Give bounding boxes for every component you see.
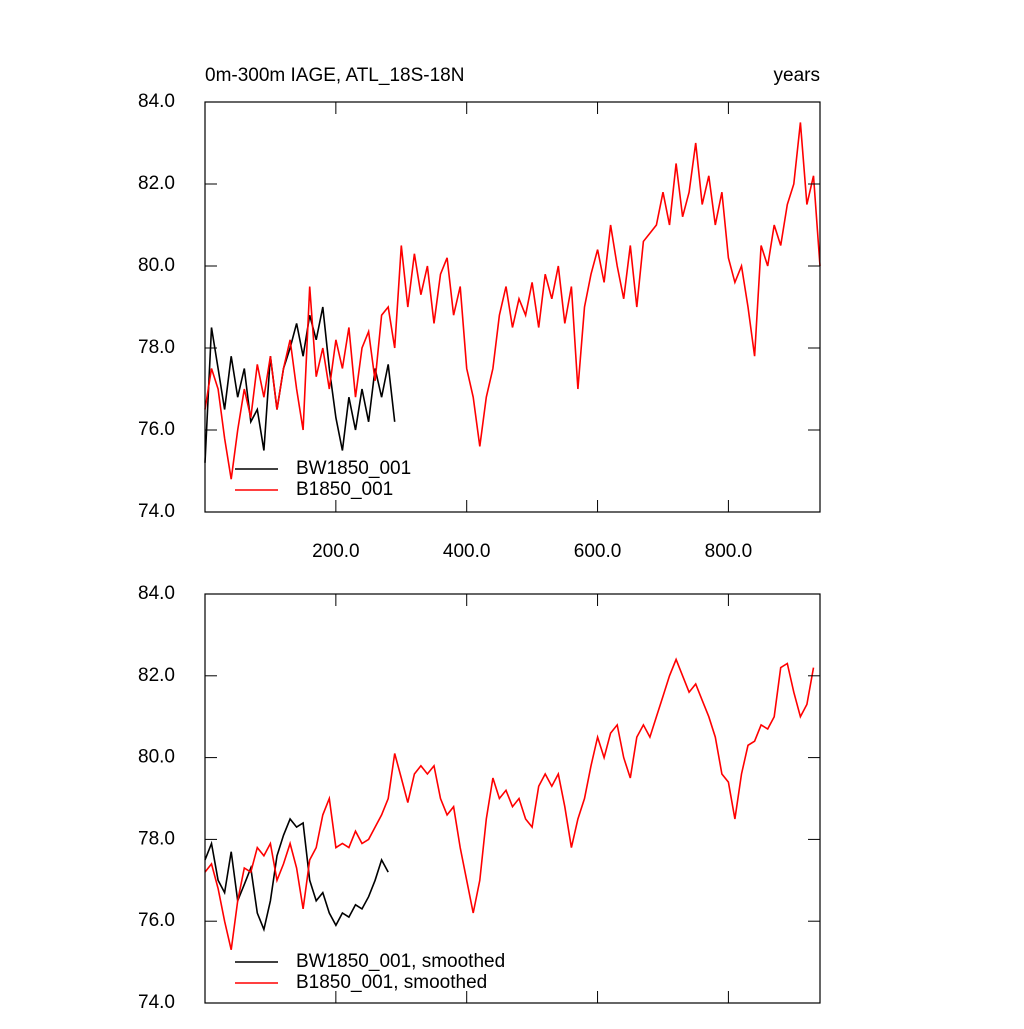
x-tick-label: 200.0 xyxy=(312,541,360,562)
y-tick-label: 76.0 xyxy=(138,910,175,931)
y-tick-label: 80.0 xyxy=(138,747,175,768)
x-tick-label: 800.0 xyxy=(705,541,753,562)
x-tick-label: 400.0 xyxy=(443,541,491,562)
y-tick-label: 84.0 xyxy=(138,583,175,604)
legend-label: BW1850_001, smoothed xyxy=(296,951,505,972)
legend-label: B1850_001 xyxy=(296,479,393,500)
plot-frame xyxy=(204,101,821,513)
x-tick-label: 600.0 xyxy=(574,541,622,562)
data-line xyxy=(204,122,821,480)
plot-frame xyxy=(204,593,821,1004)
y-tick-label: 82.0 xyxy=(138,665,175,686)
legend-label: BW1850_001 xyxy=(296,458,411,479)
data-line xyxy=(204,306,396,463)
legend-label: B1850_001, smoothed xyxy=(296,972,487,993)
y-tick-label: 80.0 xyxy=(138,255,175,276)
y-tick-label: 82.0 xyxy=(138,173,175,194)
y-tick-label: 78.0 xyxy=(138,337,175,358)
y-tick-label: 78.0 xyxy=(138,828,175,849)
y-tick-label: 84.0 xyxy=(138,91,175,112)
units-label: years xyxy=(774,65,820,86)
chart-title: 0m-300m IAGE, ATL_18S-18N xyxy=(205,65,464,86)
y-tick-label: 74.0 xyxy=(138,501,175,522)
y-tick-label: 76.0 xyxy=(138,419,175,440)
data-line xyxy=(204,817,389,933)
y-tick-label: 74.0 xyxy=(138,992,175,1013)
data-line xyxy=(204,657,815,950)
